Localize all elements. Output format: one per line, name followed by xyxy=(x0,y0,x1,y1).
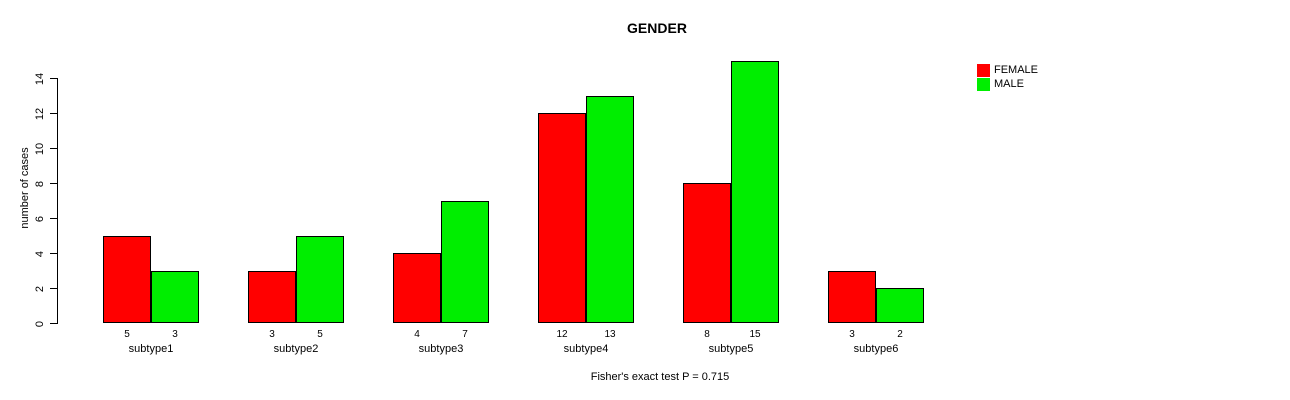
bar-subtype3-male xyxy=(441,200,489,323)
bar-subtype6-female xyxy=(828,270,876,323)
bar-subtype2-male xyxy=(296,235,344,323)
bar-value-label: 7 xyxy=(462,329,468,340)
bar-value-label: 12 xyxy=(556,329,568,340)
x-category-label: subtype5 xyxy=(708,343,754,355)
bar-value-label: 13 xyxy=(604,329,616,340)
y-tick-label: 6 xyxy=(34,215,46,222)
caption: Fisher's exact test P = 0.715 xyxy=(590,371,730,383)
y-tick-label: 10 xyxy=(34,142,46,155)
y-tick-mark xyxy=(50,323,57,324)
x-category-label: subtype1 xyxy=(128,343,174,355)
legend-label-male: MALE xyxy=(994,78,1024,90)
bar-subtype4-male xyxy=(586,95,634,323)
bar-subtype5-male xyxy=(731,60,779,323)
y-tick-mark xyxy=(50,183,57,185)
y-tick-label: 0 xyxy=(34,320,46,327)
legend: FEMALE MALE xyxy=(977,63,1038,91)
bar-subtype6-male xyxy=(876,288,924,323)
y-axis-title: number of cases xyxy=(19,147,31,229)
y-tick-mark xyxy=(50,113,57,115)
bar-value-label: 5 xyxy=(124,329,130,340)
bar-value-label: 3 xyxy=(172,329,178,340)
bar-value-label: 2 xyxy=(897,329,903,340)
y-axis-line xyxy=(57,78,58,324)
y-tick-label: 2 xyxy=(34,285,46,292)
legend-swatch-female-icon xyxy=(977,63,990,77)
bar-subtype4-female xyxy=(538,113,586,323)
legend-swatch-male-icon xyxy=(977,77,990,91)
bar-value-label: 15 xyxy=(749,329,761,340)
y-tick-label: 8 xyxy=(34,180,46,187)
x-category-label: subtype4 xyxy=(563,343,609,355)
bar-subtype5-female xyxy=(683,183,731,323)
y-tick-label: 12 xyxy=(34,107,46,120)
y-tick-mark xyxy=(50,78,57,80)
x-category-label: subtype2 xyxy=(273,343,319,355)
x-category-label: subtype3 xyxy=(418,343,464,355)
y-tick-mark xyxy=(50,253,57,255)
y-tick-mark xyxy=(50,288,57,290)
bar-value-label: 3 xyxy=(269,329,275,340)
legend-item-female: FEMALE xyxy=(977,63,1038,77)
bar-value-label: 4 xyxy=(414,329,420,340)
bar-value-label: 5 xyxy=(317,329,323,340)
bar-subtype1-female xyxy=(103,235,151,323)
y-tick-mark xyxy=(50,218,57,220)
bar-subtype2-female xyxy=(248,270,296,323)
bar-value-label: 8 xyxy=(704,329,710,340)
bar-value-label: 3 xyxy=(849,329,855,340)
y-tick-label: 14 xyxy=(34,72,46,86)
bar-subtype1-male xyxy=(151,270,199,323)
y-tick-mark xyxy=(50,148,57,150)
x-category-label: subtype6 xyxy=(853,343,899,355)
bar-subtype3-female xyxy=(393,253,441,323)
legend-label-female: FEMALE xyxy=(994,64,1039,76)
chart-title: GENDER xyxy=(627,20,687,36)
legend-item-male: MALE xyxy=(977,77,1038,91)
y-tick-label: 4 xyxy=(34,250,46,257)
